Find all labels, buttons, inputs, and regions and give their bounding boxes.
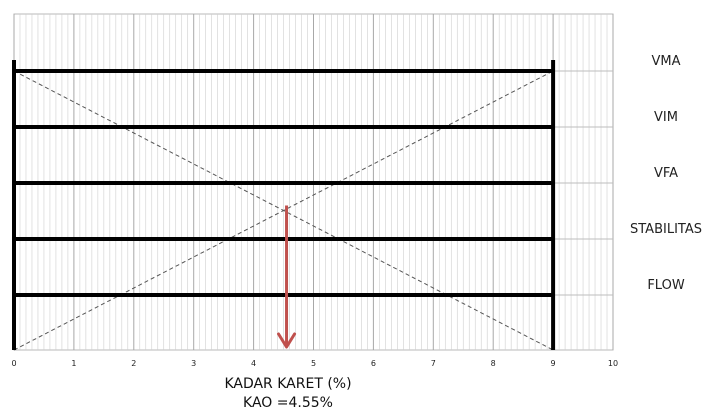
row-label: STABILITAS: [630, 222, 702, 237]
row-label: FLOW: [647, 278, 684, 293]
x-tick-label: 3: [191, 359, 196, 368]
bars: [12, 60, 556, 350]
x-tick-label: 8: [491, 359, 496, 368]
x-tick-label: 2: [131, 359, 136, 368]
x-tick-label: 10: [608, 359, 618, 368]
x-tick-label: 9: [551, 359, 556, 368]
x-tick-label: 4: [251, 359, 256, 368]
x-axis-title: KADAR KARET (%): [224, 376, 351, 392]
dashed-lines: [13, 70, 554, 351]
row-label: VFA: [654, 166, 678, 181]
x-tick-label: 7: [431, 359, 436, 368]
x-tick-label: 5: [311, 359, 316, 368]
row-label: VMA: [651, 54, 680, 69]
row-labels: VMA VIM VFA STABILITAS FLOW: [630, 54, 702, 293]
arrow-head: [277, 332, 297, 349]
result-label: KAO =4.55%: [243, 395, 333, 411]
x-tick-label: 0: [11, 359, 16, 368]
dashed-line: [13, 70, 554, 351]
x-tick-label: 1: [71, 359, 76, 368]
row-label: VIM: [654, 110, 678, 125]
optimum-arrow: [277, 205, 297, 349]
x-tick-labels: 0 1 2 3 4 5 6 7 8 9 10: [11, 359, 618, 368]
x-tick-label: 6: [371, 359, 376, 368]
